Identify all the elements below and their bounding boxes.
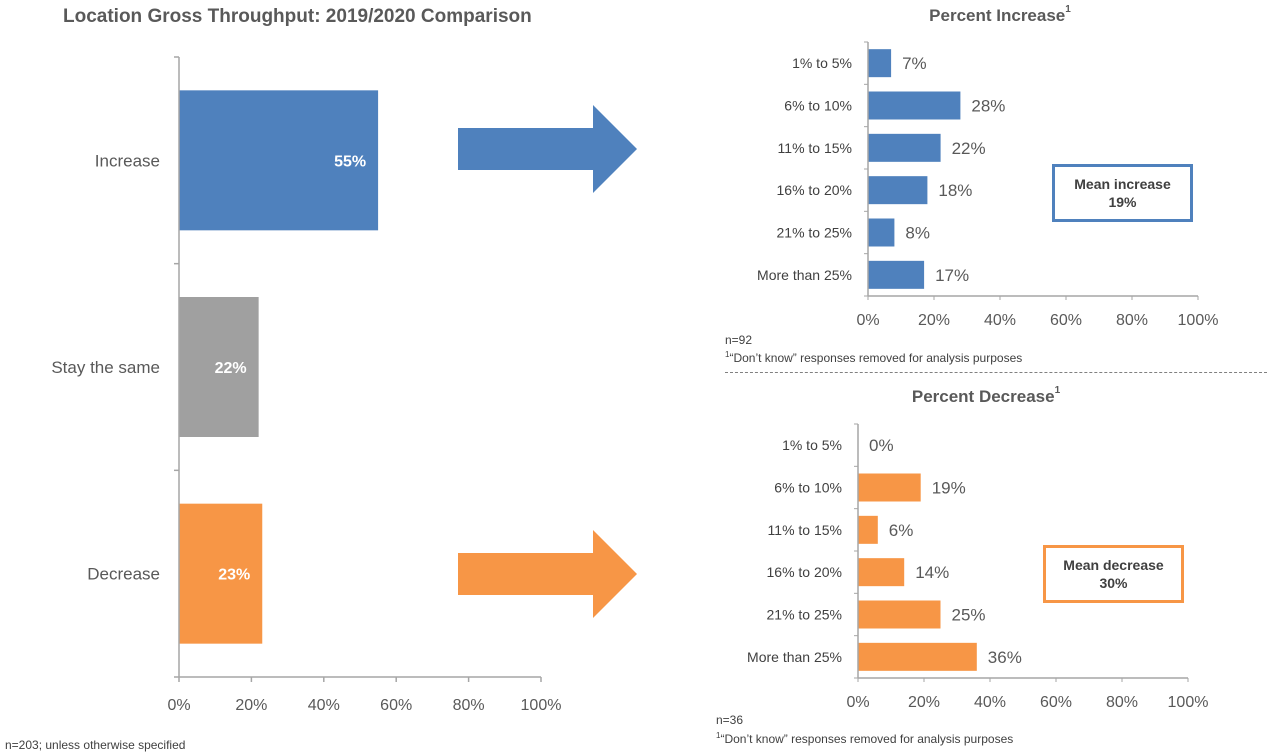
decrease-bar — [858, 515, 878, 544]
increase-value-label: 17% — [935, 266, 969, 285]
increase-bar — [868, 218, 895, 247]
decrease-arrow — [458, 530, 637, 618]
mean-decrease-value: 30% — [1099, 575, 1128, 591]
increase-x-tick-label: 0% — [856, 312, 879, 329]
decrease-x-tick-label: 20% — [908, 694, 940, 711]
decrease-value-label: 36% — [988, 648, 1022, 667]
main-value-label: 55% — [334, 153, 366, 170]
main-x-tick-label: 20% — [235, 697, 267, 714]
increase-chart: 1% to 5% 7% 6% to 10% 28% 11% to 15% 22% 16% t… — [757, 41, 1219, 329]
main-x-tick-label: 40% — [308, 697, 340, 714]
increase-bar — [868, 49, 892, 78]
increase-value-label: 8% — [905, 224, 930, 243]
increase-bar — [868, 91, 961, 120]
decrease-value-label: 14% — [915, 563, 949, 582]
decrease-bar — [858, 473, 921, 502]
increase-x-tick-label: 40% — [984, 312, 1016, 329]
decrease-bar — [858, 558, 905, 587]
increase-arrow — [458, 105, 637, 193]
main-x-tick-label: 100% — [521, 697, 562, 714]
increase-category-label: 16% to 20% — [777, 182, 853, 198]
increase-chart-title: Percent Increase1 — [929, 4, 1071, 25]
decrease-x-tick-label: 60% — [1040, 694, 1072, 711]
decrease-bar — [858, 642, 977, 671]
increase-value-label: 7% — [902, 54, 927, 73]
increase-bar — [868, 133, 941, 162]
main-category-label: Decrease — [87, 565, 160, 584]
main-bar — [179, 90, 379, 231]
increase-category-label: More than 25% — [757, 267, 852, 283]
decrease-x-tick-label: 40% — [974, 694, 1006, 711]
increase-footnote: 1“Don’t know” responses removed for anal… — [725, 350, 1023, 365]
increase-bar — [868, 176, 928, 205]
decrease-value-label: 25% — [952, 606, 986, 625]
increase-category-label: 21% to 25% — [777, 225, 853, 241]
mean-decrease-label: Mean decrease — [1063, 557, 1164, 573]
increase-value-label: 18% — [938, 181, 972, 200]
decrease-chart: 1% to 5% 0% 6% to 10% 19% 11% to 15% 6% 16% to… — [747, 423, 1209, 711]
increase-category-label: 1% to 5% — [792, 55, 852, 71]
mean-increase-label: Mean increase — [1074, 176, 1171, 192]
mean-increase-value: 19% — [1108, 194, 1137, 210]
main-chart: Increase 55% Stay the same 22% Decrease 23% 0%… — [51, 56, 562, 714]
decrease-category-label: 11% to 15% — [768, 522, 842, 538]
main-x-tick-label: 80% — [453, 697, 485, 714]
decrease-category-label: 6% to 10% — [774, 480, 842, 496]
increase-value-label: 22% — [952, 139, 986, 158]
decrease-category-label: 1% to 5% — [782, 437, 842, 453]
decrease-category-label: More than 25% — [747, 649, 842, 665]
main-footnote: n=203; unless otherwise specified — [5, 738, 186, 752]
main-bar — [179, 297, 259, 437]
decrease-x-tick-label: 80% — [1106, 694, 1138, 711]
main-value-label: 23% — [218, 567, 250, 584]
mean-increase-box: Mean increase 19% — [1052, 164, 1193, 222]
decrease-value-label: 0% — [869, 436, 894, 455]
increase-n: n=92 — [725, 333, 753, 347]
increase-x-tick-label: 20% — [918, 312, 950, 329]
increase-category-label: 6% to 10% — [784, 98, 852, 114]
decrease-n: n=36 — [716, 713, 744, 727]
decrease-x-tick-label: 100% — [1168, 694, 1209, 711]
increase-bar — [868, 260, 925, 289]
increase-x-tick-label: 80% — [1116, 312, 1148, 329]
mean-decrease-box: Mean decrease 30% — [1043, 545, 1184, 603]
main-category-label: Stay the same — [51, 358, 160, 377]
increase-category-label: 11% to 15% — [778, 140, 852, 156]
increase-x-tick-label: 60% — [1050, 312, 1082, 329]
main-bar — [179, 503, 263, 644]
decrease-chart-title: Percent Decrease1 — [911, 385, 1061, 406]
main-category-label: Increase — [95, 151, 160, 170]
decrease-value-label: 19% — [932, 479, 966, 498]
decrease-footnote: 1“Don’t know” responses removed for anal… — [716, 731, 1014, 746]
main-x-tick-label: 60% — [380, 697, 412, 714]
increase-value-label: 28% — [971, 97, 1005, 116]
decrease-category-label: 16% to 20% — [767, 564, 843, 580]
decrease-bar — [858, 600, 941, 629]
decrease-x-tick-label: 0% — [846, 694, 869, 711]
main-x-tick-label: 0% — [167, 697, 190, 714]
decrease-category-label: 21% to 25% — [767, 607, 843, 623]
increase-x-tick-label: 100% — [1178, 312, 1219, 329]
main-value-label: 22% — [215, 360, 247, 377]
decrease-value-label: 6% — [889, 521, 914, 540]
section-divider — [725, 372, 1267, 373]
main-title: Location Gross Throughput: 2019/2020 Com… — [63, 6, 532, 27]
